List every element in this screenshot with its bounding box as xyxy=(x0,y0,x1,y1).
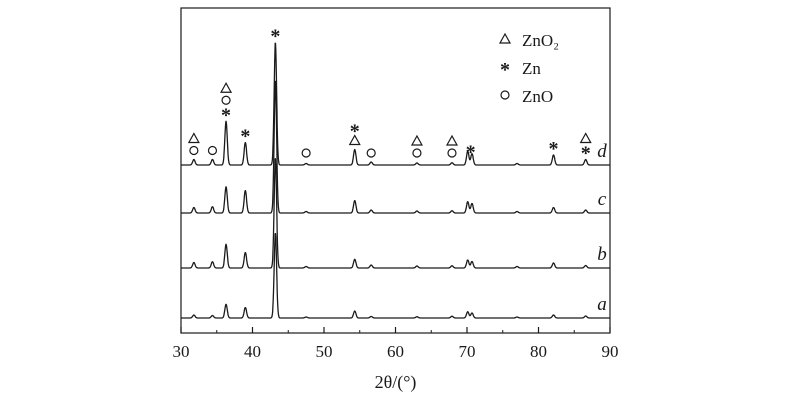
asterisk-icon: * xyxy=(350,121,360,143)
triangle-icon xyxy=(579,132,592,144)
curve-label-d: d xyxy=(597,141,607,162)
legend: ZnO₂ * Zn ZnO xyxy=(498,31,559,106)
triangle-icon xyxy=(348,134,361,146)
asterisk-icon: * xyxy=(581,143,591,165)
legend-label: Zn xyxy=(522,59,541,78)
circle-icon xyxy=(447,148,457,158)
x-axis-title: 2θ/(°) xyxy=(375,372,417,393)
asterisk-icon: * xyxy=(466,142,476,164)
circle-icon xyxy=(221,95,231,105)
asterisk-icon: * xyxy=(221,104,231,126)
x-tick-label: 40 xyxy=(244,342,261,361)
x-tick-label: 30 xyxy=(173,342,190,361)
plot-border xyxy=(180,7,611,334)
triangle-icon xyxy=(410,134,423,146)
curve-d xyxy=(180,42,610,166)
asterisk-icon: * xyxy=(549,138,559,160)
triangle-icon xyxy=(220,82,233,93)
triangle-icon xyxy=(187,132,200,144)
circle-icon xyxy=(301,148,311,158)
peak-markers: * * * * * * * xyxy=(187,26,592,165)
asterisk-icon: * xyxy=(270,26,280,48)
circle-icon xyxy=(412,148,422,158)
legend-label: ZnO xyxy=(522,87,553,106)
circle-icon xyxy=(189,145,199,156)
plot-frame xyxy=(180,7,611,334)
curve-label-c: c xyxy=(598,189,607,210)
curve-label-a: a xyxy=(597,294,607,315)
circle-icon xyxy=(500,90,510,100)
curve-b xyxy=(180,158,610,269)
x-tick-label: 90 xyxy=(602,342,619,361)
asterisk-icon: * xyxy=(500,59,510,81)
triangle-icon xyxy=(498,32,512,44)
x-axis-ticks: 30 40 50 60 70 80 90 xyxy=(173,327,619,361)
circle-icon xyxy=(207,145,218,156)
x-tick-label: 60 xyxy=(387,342,404,361)
curve-a xyxy=(180,232,610,319)
triangle-icon xyxy=(445,134,459,146)
x-tick-label: 80 xyxy=(530,342,547,361)
x-tick-label: 50 xyxy=(316,342,333,361)
x-tick-label: 70 xyxy=(459,342,476,361)
asterisk-icon: * xyxy=(240,126,250,148)
circle-icon xyxy=(366,148,376,158)
curves: a b c d xyxy=(180,42,610,319)
legend-label: ZnO₂ xyxy=(522,31,559,50)
curve-c xyxy=(180,80,610,214)
curve-label-b: b xyxy=(597,244,607,265)
